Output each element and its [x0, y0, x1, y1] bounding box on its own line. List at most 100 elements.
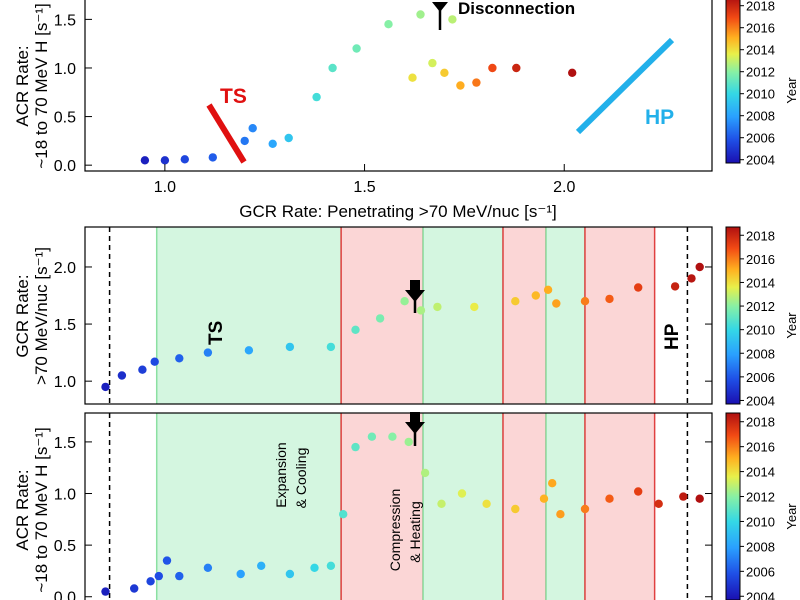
series-data-point [203, 348, 213, 357]
ts-label: TS [220, 85, 247, 108]
series-data-point [154, 571, 163, 581]
top-data-point [268, 139, 277, 148]
colorbar-tick-label: 2014 [746, 465, 775, 480]
top-y-tick-label: 0.0 [54, 158, 76, 175]
middle-disconnection-arrow [405, 280, 425, 302]
top-y-axis-title-line2: ~18 to 70 MeV H [s⁻¹] [32, 3, 51, 168]
bottom-y-axis-title-line2: ~18 to 70 MeV H [s⁻¹] [32, 427, 51, 592]
top-data-point [384, 20, 393, 29]
colorbar-tick-label: 2012 [746, 65, 775, 80]
middle-hp-label: HP [662, 323, 683, 350]
top-data-point [352, 44, 361, 53]
top-data-point [416, 10, 425, 19]
middle-y-tick-label: 2.0 [54, 260, 76, 277]
top-panel: TS HP Disconnection 1.0 1.5 2.0 0.00.51.01… [13, 0, 713, 221]
series-data-point [605, 494, 614, 503]
series-data-point [695, 262, 704, 272]
series-data-point [420, 468, 430, 478]
series-data-point [351, 325, 360, 334]
top-data-point [328, 63, 337, 73]
top-y-axis-title-line1: ACR Rate: [13, 45, 32, 126]
series-data-point [203, 563, 213, 572]
series-data-point [433, 302, 442, 312]
top-y-tick-label: 1.0 [54, 61, 76, 78]
series-data-point [101, 587, 110, 596]
series-data-point [670, 282, 680, 291]
series-data-point [634, 487, 643, 496]
middle-y-tick-label: 1.0 [54, 374, 76, 391]
expansion-region [156, 227, 342, 404]
middle-ts-label: TS [206, 321, 227, 345]
bottom-y-axis-title: ACR Rate: ~18 to 70 MeV H [s⁻¹] [13, 427, 51, 592]
expansion-region [423, 413, 503, 600]
middle-y-axis-title-line2: >70 MeV/nuc [s⁻¹] [32, 247, 51, 385]
colorbar-tick-label: 2010 [746, 514, 775, 529]
top-data-point [568, 68, 577, 78]
compression-region [503, 227, 547, 404]
bottom-panel: Expansion & Cooling Compression & Heatin… [13, 412, 713, 600]
series-data-point [556, 510, 565, 519]
middle-plot-frame [84, 226, 713, 405]
middle-y-ticks: 1.0 1.5 2.0 [54, 260, 712, 391]
middle-y-axis-title: GCR Rate: >70 MeV/nuc [s⁻¹] [13, 247, 51, 385]
top-data-point [428, 58, 437, 68]
top-data-point [240, 136, 249, 146]
top-data-point [448, 15, 457, 24]
top-data-point [456, 81, 465, 90]
top-data-point [248, 124, 257, 133]
top-data-point [408, 73, 417, 82]
top-x-axis-title: GCR Rate: Penetrating >70 MeV/nuc [s⁻¹] [239, 202, 556, 221]
colorbar-year-label: Year [784, 503, 799, 530]
top-y-axis-title: ACR Rate: ~18 to 70 MeV H [s⁻¹] [13, 3, 51, 168]
series-data-point [437, 499, 446, 508]
top-x-tick-label: 1.0 [154, 179, 176, 196]
colorbar-tick-label: 2008 [746, 539, 775, 554]
compression-region [584, 413, 655, 600]
series-data-point [285, 342, 295, 352]
bottom-y-tick-label: 0.5 [54, 538, 76, 555]
series-data-point [375, 314, 385, 323]
top-data-point [472, 78, 481, 87]
colorbar-tick-label: 2004 [746, 153, 775, 168]
colorbar-tick-label: 2016 [746, 440, 775, 455]
bottom-y-tick-label: 1.0 [54, 487, 76, 504]
colorbar-tick-label: 2006 [746, 564, 775, 579]
series-data-point [117, 371, 127, 380]
series-data-point [326, 342, 336, 352]
colorbar-tick-label: 2008 [746, 109, 775, 124]
expansion-region [156, 413, 342, 600]
bottom-y-tick-label: 0.0 [54, 590, 76, 600]
colorbar-tick-label: 2016 [746, 252, 775, 267]
colorbar-tick-label: 2018 [746, 415, 775, 430]
middle-y-tick-label: 1.5 [54, 317, 76, 334]
colorbar-tick-label: 2006 [746, 131, 775, 146]
series-data-point [548, 479, 557, 488]
series-data-point [511, 297, 520, 306]
colorbar-strip [725, 0, 741, 164]
top-data-point [312, 92, 321, 102]
series-data-point [634, 283, 643, 292]
series-data-point [367, 432, 377, 441]
colorbar-tick-label: 2010 [746, 323, 775, 338]
top-x-ticks: 1.0 1.5 2.0 [154, 164, 575, 196]
series-data-point [470, 302, 479, 312]
ts-line [206, 103, 247, 164]
series-data-point [511, 504, 520, 514]
top-data-point [440, 68, 449, 78]
bottom-y-ticks: 0.0 0.5 1.0 1.5 [54, 435, 712, 600]
series-data-point [175, 354, 184, 363]
series-data-point [695, 494, 704, 503]
colorbar-year-label: Year [784, 312, 799, 339]
series-data-point [236, 569, 245, 579]
disconnection-marker [432, 2, 448, 12]
colorbar-tick-label: 2014 [746, 275, 775, 290]
expansion-region [546, 413, 585, 600]
colorbar-tick-label: 2018 [746, 228, 775, 243]
top-data-point [284, 133, 293, 143]
bottom-plot-frame [84, 412, 713, 600]
series-data-point [162, 556, 172, 565]
top-data-point [488, 63, 497, 73]
colorbar-strip [725, 412, 741, 600]
top-data-point [208, 153, 217, 162]
